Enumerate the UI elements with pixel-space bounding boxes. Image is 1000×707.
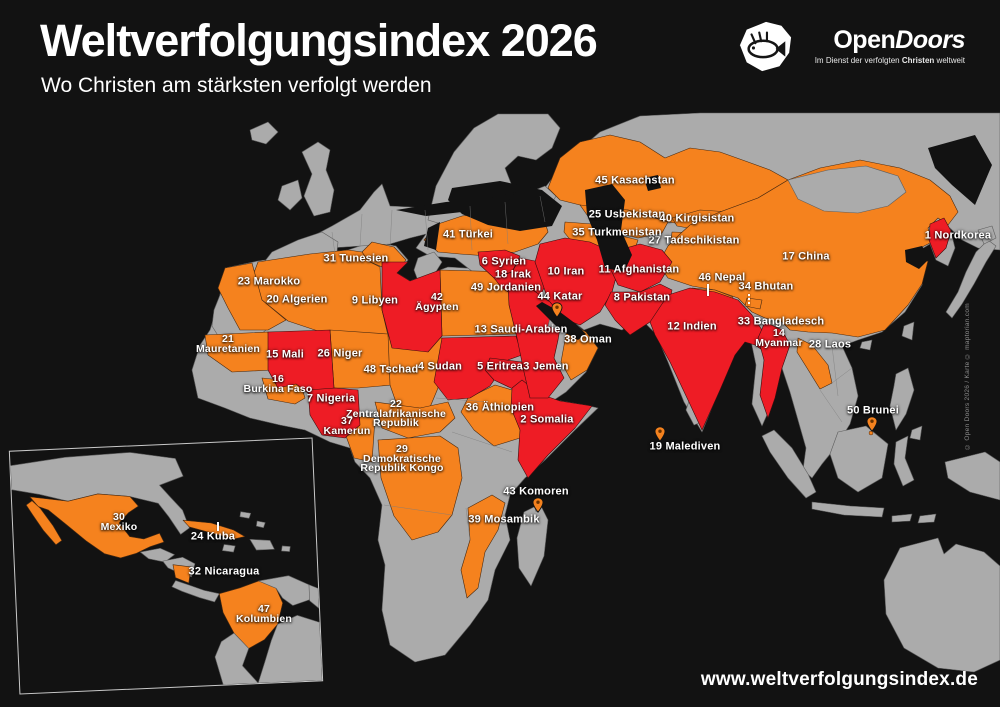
inset-landmass-hispaniola: [249, 539, 275, 551]
country-mauretanien: [204, 331, 273, 373]
sea-aegean: [424, 222, 440, 250]
page-subtitle: Wo Christen am stärksten verfolgt werden: [41, 74, 432, 97]
inset-country-mexiko-baja: [25, 500, 63, 546]
inset-landmass-brazil: [257, 615, 323, 684]
landmass-lesser-sunda: [891, 513, 937, 524]
landmass-java: [811, 501, 885, 518]
landmass-mindanao: [909, 425, 923, 441]
sea-black-sea: [448, 181, 562, 231]
landmass-mongolia: [787, 165, 907, 214]
inset-landmass-bahamas: [239, 511, 266, 529]
landmass-australia: [883, 537, 1000, 673]
country-mali: [267, 329, 335, 394]
inset-country-nicaragua: [172, 564, 192, 584]
map-credit: © Open Doors 2026 / Karte © maptorian.co…: [964, 303, 971, 450]
sea-bohai: [905, 246, 930, 269]
country-libyen: [381, 261, 443, 353]
landmass-madagascar: [516, 503, 549, 587]
inset-landmass-guatemala: [140, 547, 175, 563]
landmass-philippines: [889, 367, 915, 431]
inset-landmass-guyana: [308, 584, 320, 609]
website-url: www.weltverfolgungsindex.de: [700, 669, 978, 690]
sea-baltic: [396, 192, 516, 216]
landmass-ireland: [277, 179, 303, 211]
inset-map-canvas: [10, 452, 323, 685]
inset-country-kuba: [182, 519, 246, 540]
landmass-hokkaido: [977, 225, 997, 245]
country-laos: [796, 337, 833, 390]
country-marokko: [217, 262, 287, 331]
inset-country-mexiko: [29, 493, 165, 559]
logo-brand: OpenDoors: [833, 26, 965, 54]
sea-aral: [644, 175, 661, 191]
page-title: Weltverfolgungsindex 2026: [40, 15, 598, 66]
country-brunei-dot: [868, 430, 874, 436]
sea-caspian: [585, 184, 632, 272]
inset-landmass-usa: [10, 452, 190, 535]
inset-map-latin-america: [8, 437, 324, 695]
country-nigeria: [307, 387, 361, 439]
logo-tagline: Im Dienst der verfolgten Christen weltwe…: [814, 56, 965, 65]
country-dr-kongo: [377, 435, 463, 541]
landmass-iceland: [249, 121, 279, 145]
country-mosambik: [460, 494, 506, 599]
country-zentralafrikanische-republik: [374, 401, 456, 439]
landmass-japan: [945, 239, 997, 319]
sea-persian-gulf: [536, 302, 586, 340]
inset-landmass-ecuador-peru: [214, 632, 259, 685]
landmass-new-guinea: [944, 451, 1000, 501]
landmass-britain: [301, 141, 335, 217]
landmass-komoren-island: [535, 508, 539, 512]
inset-landmass-costa-rica-panama: [171, 580, 220, 603]
landmass-hainan: [859, 339, 873, 351]
landmass-borneo: [829, 425, 889, 493]
logo-text: OpenDoors Im Dienst der verfolgten Chris…: [803, 26, 966, 66]
inset-landmass-venezuela: [258, 575, 313, 606]
landmass-taiwan: [901, 321, 915, 341]
country-niger: [329, 329, 393, 389]
landmass-sulawesi: [893, 435, 915, 487]
country-myanmar: [757, 321, 791, 419]
sea-okhotsk: [928, 135, 992, 205]
landmass-sumatra: [761, 429, 817, 499]
country-borders-decorative: [331, 195, 853, 541]
header: Weltverfolgungsindex 2026 Wo Christen am…: [40, 15, 598, 98]
open-doors-logo: OpenDoors Im Dienst der verfolgten Chris…: [737, 20, 965, 74]
country-oman: [560, 321, 599, 381]
fish-hand-icon: [739, 21, 792, 72]
country-nordkorea: [928, 217, 952, 259]
inset-landmass-puerto-rico: [281, 545, 291, 552]
inset-landmass-jamaica: [222, 544, 236, 553]
